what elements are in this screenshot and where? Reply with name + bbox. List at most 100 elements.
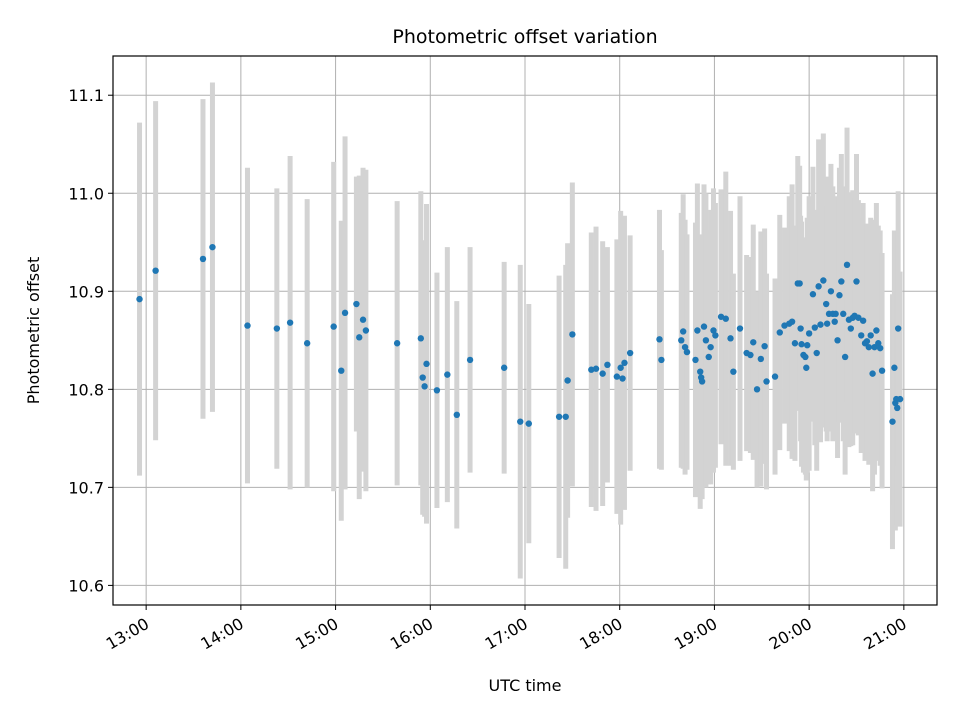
- data-point: [517, 418, 524, 425]
- data-point: [805, 330, 813, 337]
- grid: [113, 56, 937, 605]
- data-point: [858, 332, 865, 339]
- data-point: [747, 351, 754, 359]
- data-point: [433, 387, 441, 394]
- data-point: [678, 337, 685, 344]
- data-point: [894, 325, 902, 332]
- data-point: [712, 332, 719, 339]
- data-point: [889, 418, 896, 425]
- data-point: [863, 338, 871, 345]
- data-point: [626, 349, 634, 357]
- data-point: [330, 323, 337, 330]
- data-point: [840, 310, 847, 318]
- data-point: [796, 280, 803, 287]
- data-point: [419, 374, 426, 381]
- data-point: [791, 340, 799, 347]
- data-point: [199, 255, 207, 263]
- data-point: [619, 375, 626, 382]
- x-axis-label: UTC time: [489, 676, 562, 695]
- y-tick-label: 10.6: [68, 576, 104, 595]
- data-point: [820, 277, 827, 284]
- data-point: [891, 364, 898, 371]
- data-point: [599, 370, 606, 377]
- data-point: [750, 339, 757, 346]
- data-point: [702, 337, 710, 344]
- data-point: [869, 370, 876, 377]
- data-point: [658, 356, 665, 364]
- data-point: [564, 377, 571, 384]
- data-point: [303, 340, 311, 347]
- data-point: [873, 327, 880, 334]
- data-point: [710, 327, 717, 334]
- data-point: [697, 368, 704, 375]
- data-point: [831, 318, 838, 325]
- y-tick-label: 10.9: [68, 282, 104, 301]
- data-point: [569, 331, 576, 338]
- data-point: [244, 322, 251, 329]
- data-point: [683, 348, 691, 356]
- data-point: [813, 349, 820, 357]
- data-point: [811, 324, 819, 331]
- y-tick-label: 10.7: [68, 478, 104, 497]
- data-point: [832, 310, 839, 318]
- y-tick-label: 11.1: [68, 86, 104, 105]
- data-point: [736, 325, 744, 332]
- data-point: [802, 353, 809, 361]
- data-point: [604, 361, 611, 369]
- data-point: [700, 323, 708, 330]
- data-point: [362, 327, 370, 334]
- data-point: [804, 342, 811, 349]
- data-point: [823, 320, 831, 327]
- data-point: [421, 383, 428, 390]
- data-point: [692, 356, 699, 364]
- data-points: [136, 243, 904, 427]
- data-point: [776, 329, 783, 336]
- data-point: [617, 364, 624, 371]
- data-point: [875, 340, 882, 347]
- data-point: [722, 315, 729, 322]
- data-point: [843, 261, 851, 269]
- data-point: [359, 316, 367, 323]
- data-point: [853, 278, 860, 285]
- data-point: [876, 344, 884, 352]
- data-point: [822, 300, 830, 308]
- data-point: [356, 334, 363, 341]
- y-axis-label: Photometric offset: [24, 257, 43, 405]
- data-point: [681, 343, 689, 351]
- data-point: [803, 364, 810, 371]
- y-axis-ticks: 10.6 10.7 10.8 10.9 11.0 11.1: [68, 86, 113, 595]
- data-point: [417, 335, 425, 342]
- data-point: [592, 365, 600, 372]
- data-point: [841, 353, 849, 361]
- chart-title: Photometric offset variation: [392, 26, 657, 48]
- data-point: [855, 314, 862, 321]
- data-point: [834, 337, 841, 344]
- data-point: [838, 278, 845, 285]
- data-point: [878, 367, 886, 374]
- data-point: [809, 291, 817, 298]
- data-point: [444, 371, 451, 378]
- data-point: [894, 404, 901, 412]
- data-point: [836, 292, 843, 299]
- data-point: [867, 332, 874, 339]
- data-point: [423, 360, 430, 368]
- data-point: [286, 319, 294, 326]
- data-point: [613, 373, 621, 380]
- data-point: [727, 335, 734, 342]
- data-point: [562, 413, 569, 420]
- data-point: [209, 243, 216, 251]
- data-point: [797, 325, 804, 332]
- data-point: [757, 355, 765, 363]
- data-point: [656, 336, 663, 343]
- data-point: [555, 413, 563, 420]
- data-point: [453, 411, 461, 419]
- data-point: [273, 325, 281, 332]
- data-point: [500, 364, 508, 371]
- data-point: [815, 283, 822, 290]
- data-point: [798, 341, 805, 348]
- data-point: [730, 368, 737, 375]
- data-point: [753, 386, 761, 393]
- data-point: [136, 295, 143, 303]
- data-point: [771, 373, 779, 380]
